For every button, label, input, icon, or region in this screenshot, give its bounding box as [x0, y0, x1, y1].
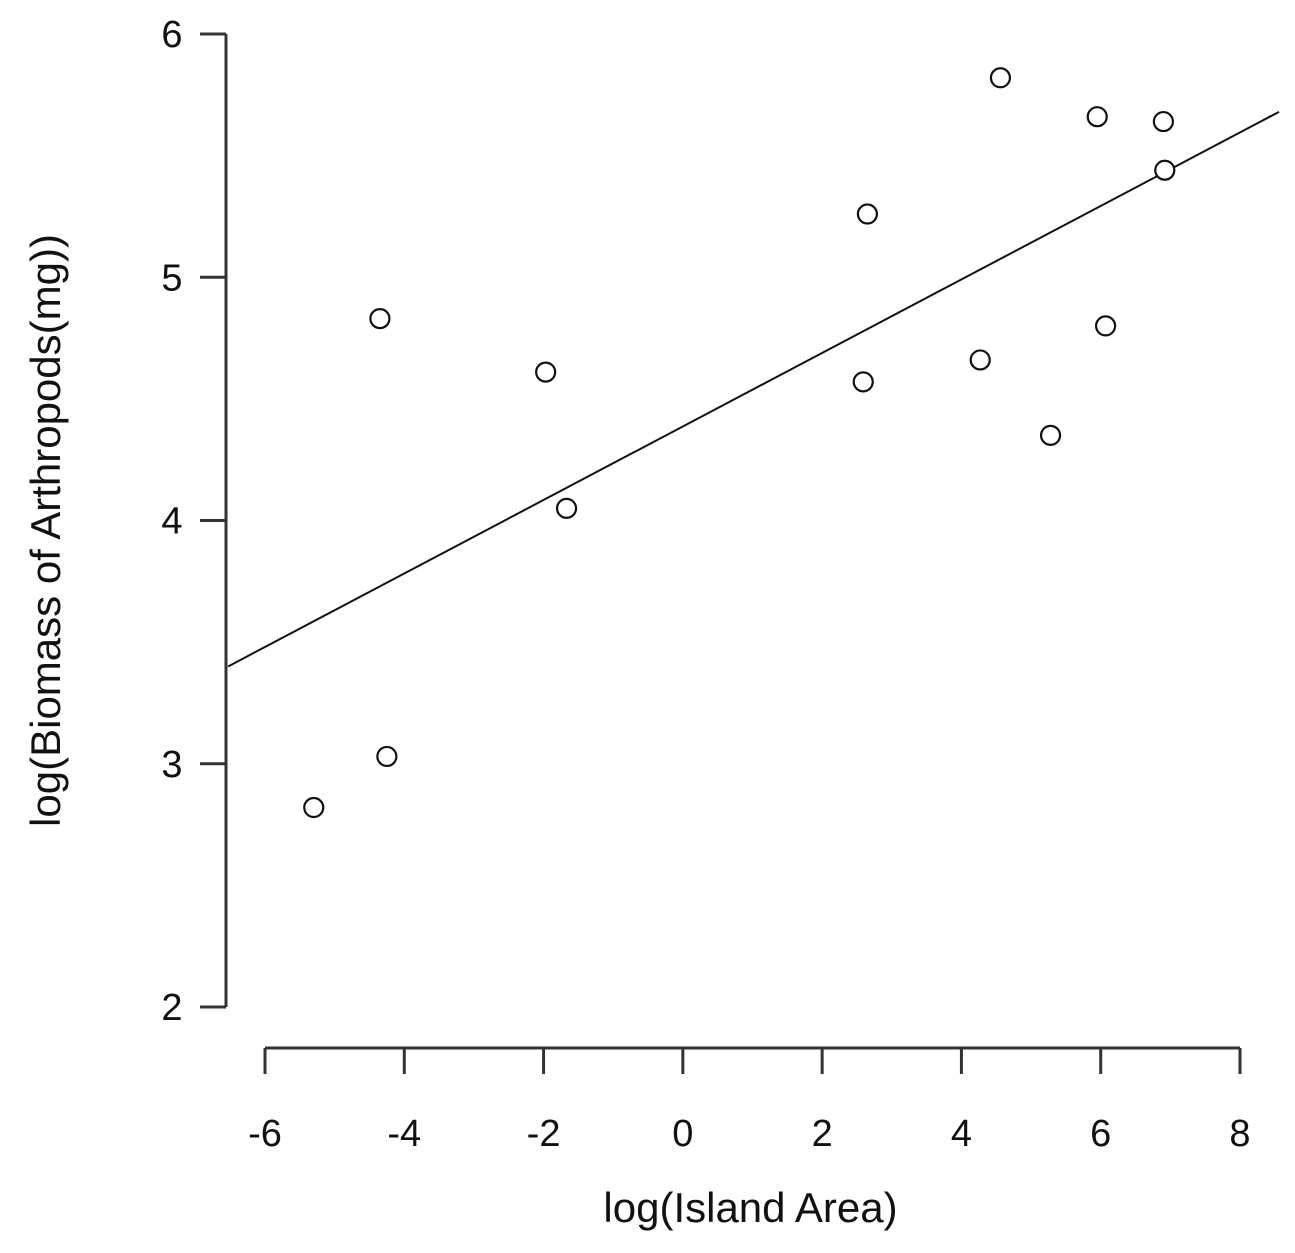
x-axis: -6 -4 -2 0 2 4 6 8 — [248, 1046, 1251, 1155]
x-axis-title: log(Island Area) — [603, 1184, 897, 1231]
data-point — [1094, 315, 1117, 337]
data-point — [1154, 159, 1176, 181]
y-axis-title: log(Biomass of Arthropods(mg)) — [22, 234, 69, 827]
y-tick-label: 3 — [161, 744, 182, 786]
y-tick-label: 4 — [161, 501, 182, 543]
data-point — [555, 497, 578, 519]
data-point — [969, 349, 991, 371]
x-tick-label: 2 — [812, 1113, 833, 1155]
x-tick-label: -6 — [248, 1113, 282, 1155]
data-point — [856, 203, 879, 225]
y-tick-label: 5 — [161, 257, 182, 299]
data-point — [303, 796, 325, 819]
x-tick-label: 4 — [951, 1113, 972, 1155]
data-point — [1039, 424, 1062, 446]
regression-line — [227, 110, 1280, 668]
data-point — [376, 745, 398, 768]
regression-line-group — [227, 110, 1280, 668]
y-axis: 2 3 4 5 6 — [161, 14, 228, 1029]
data-point — [1086, 106, 1108, 128]
x-tick-label: -2 — [527, 1113, 561, 1155]
x-tick-label: -4 — [387, 1113, 421, 1155]
x-tick-label: 0 — [672, 1113, 693, 1155]
data-points — [303, 67, 1176, 819]
data-point — [535, 361, 557, 383]
y-tick-label: 2 — [161, 987, 182, 1029]
data-point — [852, 371, 874, 393]
y-tick-label: 6 — [161, 14, 182, 56]
x-tick-label: 6 — [1090, 1113, 1111, 1155]
data-point — [989, 67, 1012, 89]
data-point — [1152, 110, 1174, 133]
data-point — [369, 308, 391, 330]
x-tick-label: 8 — [1229, 1113, 1250, 1155]
